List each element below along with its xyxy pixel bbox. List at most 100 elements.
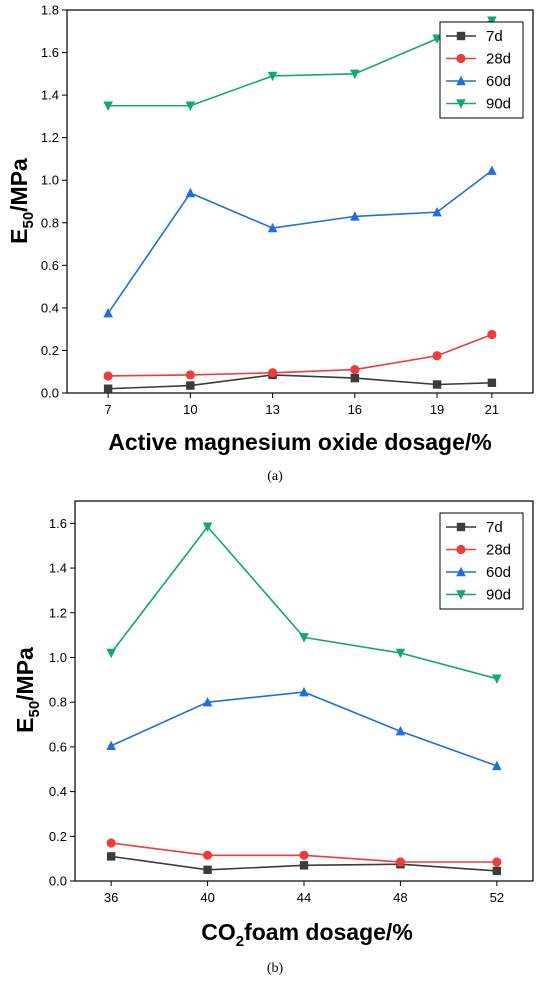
x-axis-label: CO2foam dosage/% bbox=[201, 919, 413, 950]
legend-marker bbox=[456, 544, 466, 555]
series-line-60d bbox=[107, 170, 493, 314]
legend-item-60d: 60d bbox=[446, 73, 511, 90]
y-tick-label: 0.4 bbox=[49, 784, 67, 799]
series-60d bbox=[103, 165, 497, 318]
y-axis-label: E50/MPa bbox=[12, 647, 43, 733]
legend-box bbox=[439, 512, 524, 610]
x-axis-ticks: 36 40 44 48 52 bbox=[104, 881, 504, 905]
y-tick-label: 1.0 bbox=[41, 173, 59, 188]
data-point-90d bbox=[267, 71, 278, 82]
x-tick-label: 16 bbox=[348, 402, 362, 417]
legend-marker bbox=[456, 31, 466, 41]
data-point-60d bbox=[487, 165, 497, 175]
data-point-7d bbox=[103, 384, 113, 393]
legend-marker bbox=[456, 590, 466, 600]
legend-marker bbox=[456, 75, 466, 86]
data-point-90d bbox=[395, 648, 406, 659]
y-tick-label: 0.8 bbox=[49, 695, 67, 710]
series-28d bbox=[106, 838, 502, 867]
data-point-28d bbox=[106, 838, 116, 848]
data-point-60d bbox=[106, 740, 116, 750]
data-point-60d bbox=[299, 686, 309, 697]
figure-caption: (a) bbox=[267, 469, 283, 484]
data-point-60d bbox=[350, 211, 360, 221]
series-7d bbox=[103, 370, 497, 393]
series-28d bbox=[103, 329, 497, 381]
data-point-60d bbox=[267, 222, 278, 233]
legend-item-28d: 28d bbox=[446, 542, 511, 559]
y-tick-label: 0.6 bbox=[49, 739, 67, 754]
y-axis-ticks: 0.0 0.2 0.4 0.6 0.8 1.0 1.2 1.4 1.6 1.8 bbox=[41, 3, 67, 401]
x-axis-ticks: 7 10 13 16 19 21 bbox=[105, 393, 499, 417]
legend-label: 90d bbox=[486, 96, 511, 113]
series-line-60d bbox=[110, 691, 498, 767]
data-point-28d bbox=[395, 857, 406, 867]
plot-frame bbox=[66, 9, 534, 394]
data-point-60d bbox=[202, 696, 213, 707]
data-point-28d bbox=[267, 368, 278, 378]
data-point-7d bbox=[106, 852, 116, 861]
series-layer bbox=[103, 16, 497, 393]
y-tick-label: 1.6 bbox=[49, 516, 67, 531]
data-point-28d bbox=[185, 370, 195, 380]
series-line-7d bbox=[108, 374, 492, 390]
x-tick-label: 21 bbox=[485, 402, 499, 417]
chart-panel-a: 0.0 0.2 0.4 0.6 0.8 1.0 1.2 1.4 1.6 1.8 7 10 13 16 19… bbox=[6, 3, 534, 484]
y-tick-label: 1.2 bbox=[49, 605, 67, 620]
series-line-90d bbox=[110, 525, 498, 680]
y-tick-label: 1.8 bbox=[41, 3, 59, 18]
legend-label: 90d bbox=[486, 587, 511, 604]
data-point-60d bbox=[103, 308, 113, 318]
series-60d bbox=[106, 686, 502, 771]
legend-item-7d: 7d bbox=[446, 28, 503, 45]
x-tick-label: 7 bbox=[105, 402, 112, 417]
y-tick-label: 0.8 bbox=[41, 215, 59, 230]
x-tick-label: 19 bbox=[430, 402, 444, 417]
x-tick-label: 36 bbox=[104, 890, 118, 905]
data-point-90d bbox=[487, 16, 497, 26]
legend-marker bbox=[456, 566, 466, 577]
legend-item-60d: 60d bbox=[446, 564, 511, 581]
data-point-7d bbox=[186, 381, 195, 390]
x-tick-label: 13 bbox=[265, 402, 279, 417]
data-point-7d bbox=[487, 378, 497, 387]
data-point-60d bbox=[395, 726, 406, 736]
series-layer bbox=[106, 522, 502, 876]
legend-marker bbox=[456, 522, 466, 532]
legend-item-90d: 90d bbox=[446, 96, 511, 113]
data-point-60d bbox=[185, 187, 196, 198]
data-point-28d bbox=[432, 351, 442, 361]
y-tick-label: 0.2 bbox=[41, 343, 59, 358]
series-line-90d bbox=[108, 19, 493, 107]
x-axis-label: Active magnesium oxide dosage/% bbox=[108, 429, 491, 455]
data-point-90d bbox=[350, 69, 360, 80]
y-tick-label: 1.2 bbox=[41, 130, 59, 145]
legend-item-7d: 7d bbox=[446, 519, 503, 536]
data-point-28d bbox=[202, 850, 213, 860]
y-tick-label: 0.6 bbox=[41, 258, 59, 273]
legend-label: 7d bbox=[486, 519, 503, 536]
legend-item-90d: 90d bbox=[446, 587, 511, 604]
legend-label: 60d bbox=[486, 564, 511, 581]
data-point-60d bbox=[492, 760, 502, 771]
y-tick-label: 1.6 bbox=[41, 45, 59, 60]
legend-label: 28d bbox=[486, 51, 511, 68]
y-tick-label: 0.4 bbox=[41, 300, 59, 315]
y-tick-label: 1.4 bbox=[41, 88, 59, 103]
y-axis-label: E50/MPa bbox=[6, 158, 37, 244]
x-tick-label: 52 bbox=[490, 890, 504, 905]
data-point-7d bbox=[492, 866, 502, 876]
x-tick-label: 48 bbox=[393, 890, 407, 905]
data-point-28d bbox=[492, 857, 502, 867]
legend-marker bbox=[456, 53, 466, 64]
data-point-90d bbox=[202, 522, 213, 532]
data-point-90d bbox=[432, 34, 442, 44]
series-90d bbox=[103, 16, 497, 111]
series-90d bbox=[106, 522, 502, 684]
data-point-28d bbox=[103, 371, 113, 381]
legend-label: 60d bbox=[486, 73, 511, 90]
x-tick-label: 44 bbox=[297, 890, 311, 905]
y-tick-label: 0.2 bbox=[49, 829, 67, 844]
legend-label: 28d bbox=[486, 542, 511, 559]
